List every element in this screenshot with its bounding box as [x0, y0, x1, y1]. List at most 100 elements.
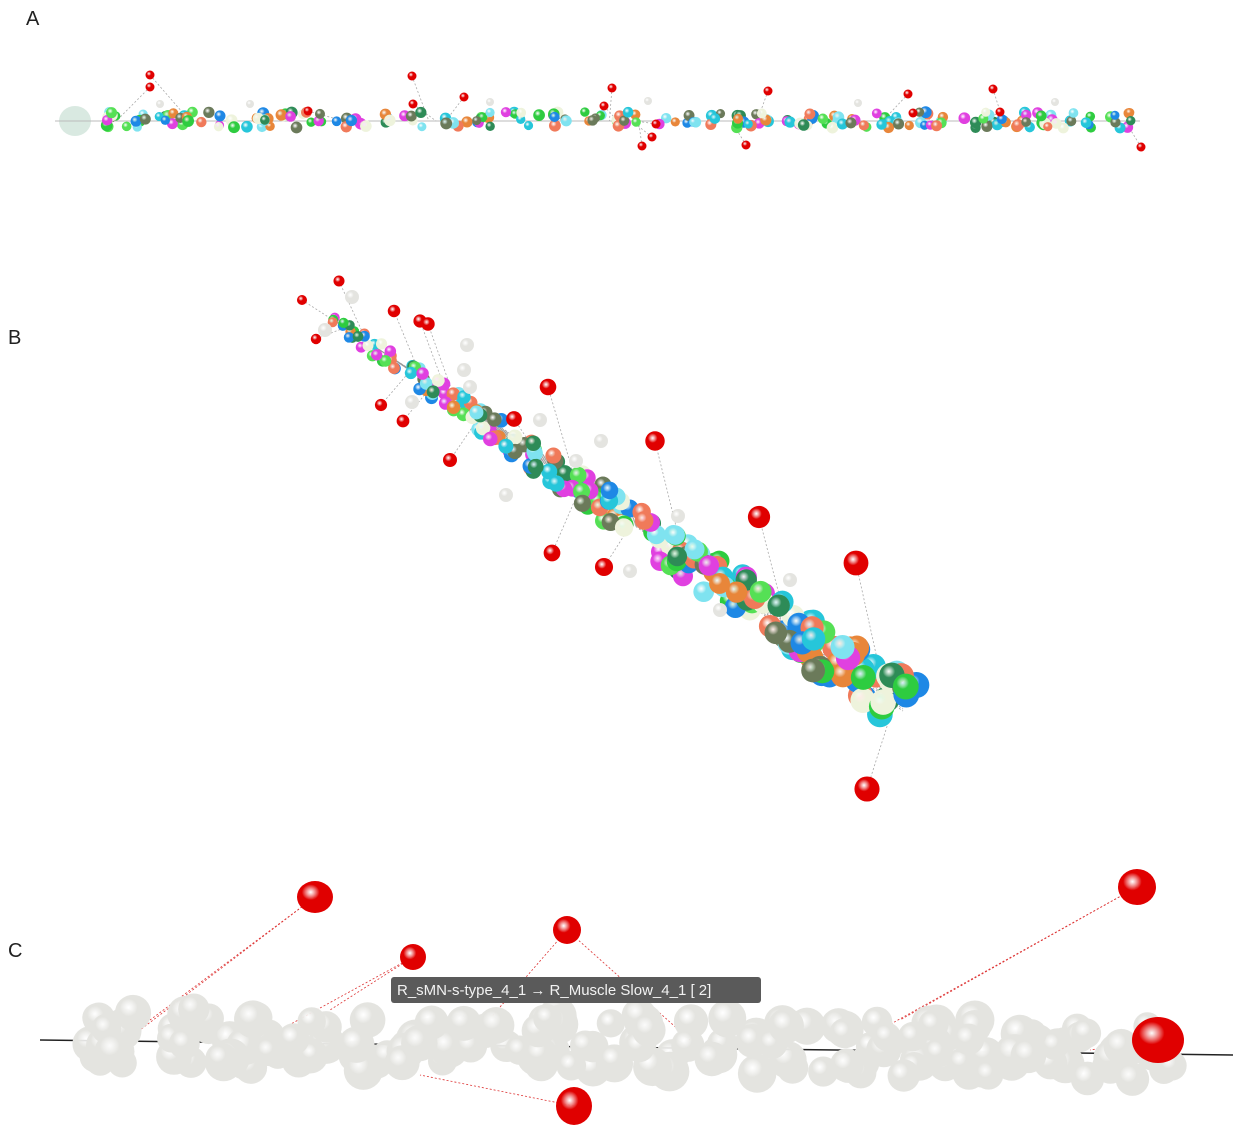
node — [205, 1043, 238, 1076]
node — [516, 108, 526, 118]
target-node — [595, 558, 613, 576]
node — [893, 118, 904, 129]
node — [156, 100, 164, 108]
node — [1043, 122, 1052, 131]
target-node — [854, 776, 879, 801]
node — [671, 509, 685, 523]
node — [526, 435, 541, 450]
node — [1126, 116, 1135, 125]
node — [738, 1054, 776, 1092]
figure: A B C R_sMN-s-type_4_1 → R_Muscle Slow_4… — [0, 0, 1233, 1129]
node — [870, 689, 896, 715]
node — [469, 405, 483, 419]
target-node — [652, 120, 661, 129]
node — [214, 110, 225, 121]
target-node — [409, 100, 418, 109]
target-node — [989, 85, 998, 94]
node — [1071, 1062, 1105, 1096]
node — [1125, 108, 1134, 117]
node — [406, 111, 417, 122]
target-node — [742, 141, 751, 150]
node — [689, 117, 698, 126]
node — [338, 318, 348, 328]
node — [486, 98, 494, 106]
node — [872, 108, 882, 118]
node — [405, 367, 417, 379]
panel-b-network — [297, 275, 929, 801]
target-node — [297, 295, 307, 305]
target-node — [297, 881, 333, 913]
target-node — [375, 399, 387, 411]
node — [332, 116, 342, 126]
node — [545, 448, 561, 464]
node — [483, 432, 498, 447]
node — [498, 439, 513, 454]
node — [685, 539, 705, 559]
node — [876, 119, 886, 129]
target-node — [421, 317, 434, 330]
node — [804, 108, 815, 119]
node — [276, 109, 288, 121]
edge — [140, 897, 315, 1030]
node — [580, 107, 589, 116]
node — [178, 993, 209, 1024]
node — [709, 113, 720, 124]
node — [228, 121, 240, 133]
node — [556, 1051, 586, 1081]
node — [708, 999, 746, 1037]
target-node — [748, 506, 770, 528]
node — [623, 564, 637, 578]
node — [291, 122, 303, 134]
panel-label: A — [26, 8, 40, 30]
node — [485, 108, 494, 117]
node — [631, 117, 640, 126]
node — [783, 573, 797, 587]
node — [278, 1023, 310, 1055]
node — [169, 1028, 200, 1059]
node — [203, 107, 214, 118]
node — [974, 1060, 1004, 1090]
node — [285, 111, 296, 122]
node — [726, 581, 747, 602]
node — [106, 107, 117, 118]
target-node — [553, 916, 581, 944]
target-node — [1137, 143, 1146, 152]
node — [95, 1032, 135, 1072]
node — [318, 323, 332, 337]
tooltip-text: R_sMN-s-type_4_1 → R_Muscle Slow_4_1 [ 2… — [397, 982, 711, 999]
node — [131, 116, 142, 127]
edge — [381, 372, 410, 405]
node — [644, 97, 652, 105]
node — [635, 511, 654, 530]
node — [524, 121, 533, 130]
node — [873, 1023, 902, 1052]
node — [362, 340, 373, 351]
node — [533, 109, 545, 121]
target-node — [1132, 1017, 1184, 1063]
node — [854, 99, 862, 107]
node — [597, 1009, 625, 1037]
node — [416, 367, 428, 379]
node — [1036, 111, 1047, 122]
node — [405, 395, 419, 409]
node — [345, 290, 359, 304]
panel-a-network — [55, 71, 1146, 152]
node — [667, 547, 687, 567]
target-node — [333, 275, 344, 286]
edge — [880, 887, 1137, 1030]
node — [666, 525, 685, 544]
node — [446, 1006, 481, 1041]
target-node — [556, 1087, 592, 1125]
target-node — [645, 431, 664, 450]
target-node — [540, 379, 557, 396]
node — [182, 115, 194, 127]
node — [1081, 117, 1092, 128]
node — [768, 1008, 804, 1044]
node — [528, 459, 544, 475]
node — [440, 118, 452, 130]
node — [1021, 117, 1031, 127]
node — [1051, 98, 1059, 106]
target-node — [638, 142, 647, 151]
target-node — [397, 415, 410, 428]
node — [671, 117, 680, 126]
